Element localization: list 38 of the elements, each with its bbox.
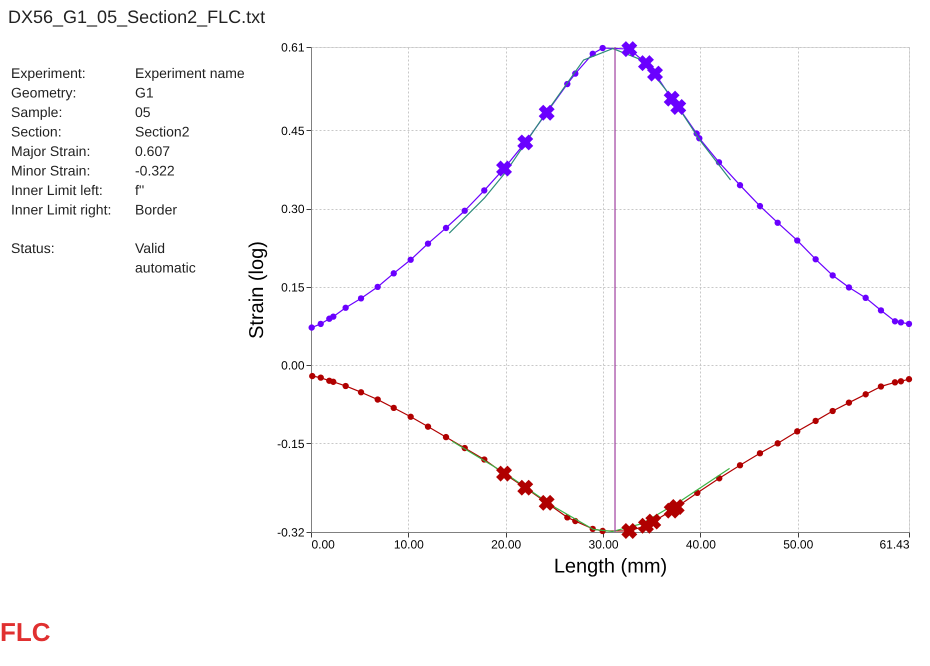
text: Inner Limit left:	[11, 182, 103, 198]
text: Border	[135, 202, 178, 218]
x-tick-label: 20.00	[491, 538, 522, 552]
y-tick-label: -0.15	[277, 436, 305, 451]
y-tick-label: 0.30	[281, 202, 305, 216]
x-axis-title: Length (mm)	[554, 556, 668, 578]
text: Experiment name	[135, 65, 245, 81]
text: 05	[135, 104, 151, 120]
x-tick-label: 0.00	[312, 538, 336, 552]
text: FLC	[0, 617, 51, 647]
y-tick-label: 0.61	[281, 40, 305, 54]
x-tick-label: 30.00	[588, 538, 619, 552]
line-series	[448, 48, 732, 234]
text: Experiment:	[11, 65, 86, 81]
x-tick-label: 61.43	[879, 538, 910, 552]
text: -0.322	[135, 162, 175, 178]
x-tick-label: 10.00	[394, 538, 424, 552]
text: 0.607	[135, 143, 170, 159]
line-series	[452, 440, 730, 532]
y-tick-label: 0.00	[281, 358, 305, 373]
x-tick-label: 50.00	[783, 538, 814, 552]
text: f''	[135, 182, 144, 198]
text: Section:	[11, 124, 62, 140]
y-axis-title: Strain (log)	[246, 241, 268, 339]
text: Sample:	[11, 104, 62, 120]
text: G1	[135, 84, 154, 100]
y-tick-label: 0.45	[281, 124, 305, 138]
text: Geometry:	[11, 84, 76, 100]
x-tick-label: 40.00	[686, 538, 716, 552]
text: Inner Limit right:	[11, 202, 112, 218]
text: DX56_G1_05_Section2_FLC.txt	[8, 7, 266, 27]
y-tick-label: 0.15	[281, 280, 305, 294]
text: Major Strain:	[11, 143, 90, 159]
text: Valid automatic	[135, 240, 196, 276]
text: Status:	[11, 240, 55, 256]
text: Section2	[135, 124, 190, 140]
text: Minor Strain:	[11, 162, 90, 178]
y-tick-label: -0.32	[277, 526, 305, 540]
